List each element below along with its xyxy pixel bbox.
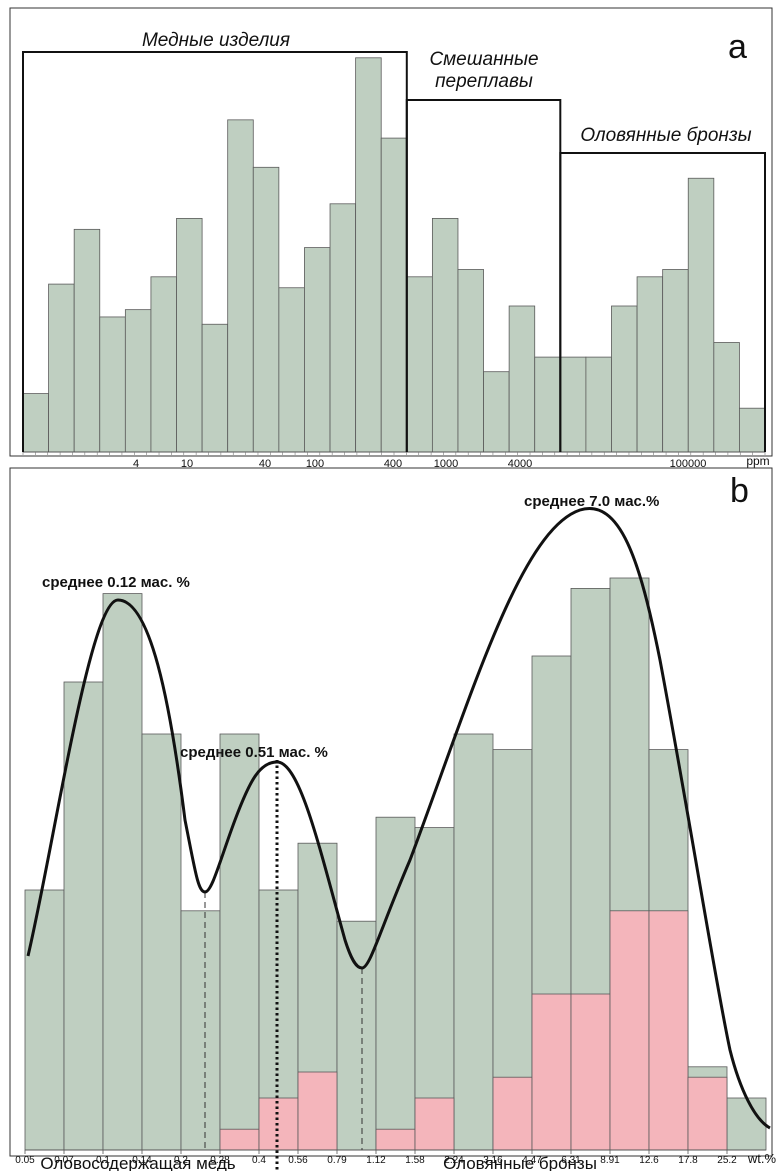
bar-b-green-4 [180, 910, 221, 1151]
panel-b-tick-label: 0.56 [288, 1155, 308, 1166]
bar-b-pink-17 [687, 1076, 728, 1151]
bar-a-24 [636, 276, 664, 453]
panel-b-tick-label: 0.05 [15, 1155, 35, 1166]
panel-a-tick-label: 4000 [508, 458, 532, 470]
panel-a-group-brackets [22, 51, 766, 452]
group-label-mixed-line1: Смешанные [429, 49, 538, 70]
bar-b-pink-7 [297, 1071, 338, 1151]
bar-b-green-3 [141, 733, 182, 1151]
panel-b-tick-label: 3.16 [483, 1155, 503, 1166]
bar-a-21 [559, 356, 587, 453]
bar-b-pink-15 [609, 910, 650, 1151]
group-bracket-2 [559, 152, 766, 452]
panel-a-unit: ppm [746, 454, 769, 468]
bar-b-pink-10 [414, 1097, 455, 1151]
panel-a-tick-label: 1000 [434, 458, 458, 470]
bar-a-8 [227, 119, 254, 453]
bar-b-pink-13 [531, 993, 572, 1151]
panel-b-frame [9, 467, 773, 1157]
bar-b-pink-5 [219, 1128, 260, 1151]
bar-a-15 [406, 276, 433, 453]
bar-a-0 [22, 393, 49, 453]
panel-b-tick-label: 25.2 [717, 1155, 737, 1166]
bar-a-20 [534, 356, 561, 453]
bar-b-pink-12 [492, 1076, 533, 1151]
panel-b-tick-label: 0.4 [252, 1155, 266, 1166]
bar-b-pink-9 [375, 1128, 416, 1151]
group-label-tin-bronze: Оловянные бронзы [580, 125, 751, 146]
bar-a-12 [329, 203, 357, 453]
bar-a-7 [201, 323, 229, 453]
bar-b-pink-14 [570, 993, 611, 1151]
panel-a-frame [9, 7, 773, 457]
bar-a-23 [611, 305, 638, 453]
bar-a-13 [355, 57, 382, 453]
panel-a-axis: 4 10 40 100 400 1000 4000 100000 [22, 451, 766, 470]
bar-a-1 [48, 283, 75, 453]
annotation-mean-0-51: среднее 0.51 мас. % [180, 744, 328, 761]
panel-b-tick-label: 1.12 [366, 1155, 386, 1166]
panel-b-unit: wt.% [747, 1151, 777, 1166]
bar-a-18 [483, 371, 510, 453]
bar-a-5 [150, 276, 177, 453]
panel-b-axis: 0.05 0.07 0.1 0.14 0.2 0.28 0.4 0.56 0.79 1.12 1.5… [15, 1149, 766, 1166]
category-label-tin-bronzes: Оловянные бронзы [443, 1154, 597, 1171]
panel-a-tick-label: 100 [306, 458, 324, 470]
bar-a-17 [457, 269, 484, 453]
bar-a-4 [124, 309, 152, 453]
bar-a-14 [380, 137, 408, 453]
bar-b-green-1 [63, 681, 104, 1151]
panel-b-tick-label: 0.2 [174, 1155, 188, 1166]
panel-b-tick-label: 4.47 [522, 1155, 542, 1166]
panel-b-tick-label: 0.07 [54, 1155, 74, 1166]
bar-a-26 [687, 177, 715, 453]
panel-b-letter: b [730, 472, 749, 510]
panel-a-bars [22, 57, 766, 453]
annotation-mean-0-12: среднее 0.12 мас. % [42, 574, 190, 591]
panel-b-tick-label: 8.91 [600, 1155, 620, 1166]
panel-b-tick-label: 6.31 [561, 1155, 581, 1166]
bar-b-green-0 [24, 889, 65, 1151]
bar-a-16 [431, 217, 459, 453]
bar-b-green-11 [453, 733, 494, 1151]
bar-a-19 [508, 305, 536, 453]
bar-a-22 [585, 356, 612, 453]
bar-a-10 [278, 287, 305, 453]
bar-a-28 [739, 407, 766, 453]
bar-a-2 [73, 228, 101, 453]
panel-a-tick-label: 100000 [670, 458, 707, 470]
bar-b-pink-16 [648, 910, 689, 1151]
bar-b-green-9 [375, 816, 416, 1151]
category-label-tin-bearing-copper: Оловосодержащая медь [40, 1154, 235, 1171]
panel-b-tick-label: 0.14 [132, 1155, 152, 1166]
bar-a-6 [176, 217, 203, 453]
bar-a-3 [99, 316, 126, 453]
bar-a-25 [662, 269, 689, 453]
panel-b-tick-label: 17.8 [678, 1155, 698, 1166]
panel-b-tick-label: 0.79 [327, 1155, 347, 1166]
bar-a-9 [252, 166, 280, 453]
panel-b-bars [24, 577, 767, 1151]
bar-b-green-18 [726, 1097, 767, 1151]
panel-b-tick-label: 0.1 [96, 1155, 110, 1166]
annotation-mean-7-0: среднее 7.0 мас.% [524, 493, 659, 510]
bar-b-green-2 [102, 593, 143, 1151]
bar-a-11 [304, 247, 331, 453]
panel-a-tick-label: 400 [384, 458, 402, 470]
panel-b-tick-label: 1.58 [405, 1155, 425, 1166]
bar-b-green-5 [219, 733, 260, 1151]
group-label-mixed-line2: переплавы [435, 71, 533, 92]
distribution-curve [26, 507, 771, 1130]
panel-b-tick-label: 2.24 [444, 1155, 464, 1166]
bar-b-green-10 [414, 827, 455, 1151]
panel-a-letter: a [728, 28, 747, 66]
panel-a-tick-label: 10 [181, 458, 193, 470]
bar-a-27 [713, 342, 740, 453]
panel-a-tick-label: 40 [259, 458, 271, 470]
panel-b-tick-label: 0.28 [210, 1155, 230, 1166]
group-label-copper: Медные изделия [142, 30, 290, 51]
panel-a-tick-label: 4 [133, 458, 139, 470]
panel-b-tick-label: 12.6 [639, 1155, 659, 1166]
